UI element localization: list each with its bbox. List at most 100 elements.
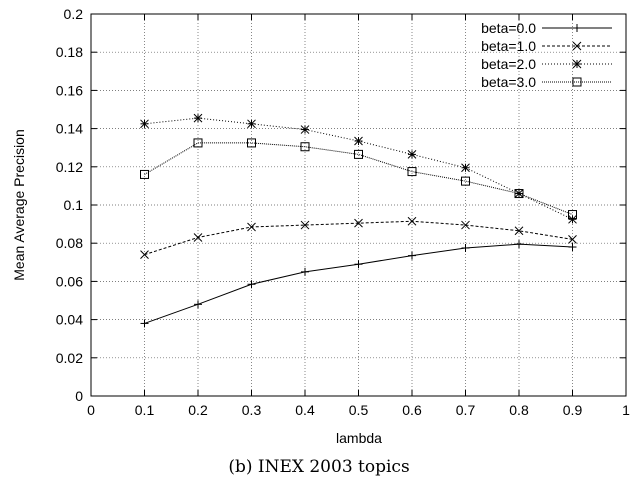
marker-stroke [300, 220, 310, 230]
figure-caption: (b) INEX 2003 topics [228, 457, 409, 477]
data-point [408, 251, 416, 260]
legend-marker [573, 24, 581, 32]
data-point [407, 150, 417, 159]
marker-stroke [300, 125, 310, 134]
marker-stroke [568, 210, 577, 220]
legend-label: beta=2.0 [481, 56, 536, 72]
axes: 0 0.1 0.2 0.3 0.4 0.5 0.6 0.7 0.8 0.9 1 0 0.02 0.04 0.… [56, 6, 630, 418]
y-tick-label: 0.16 [56, 82, 83, 98]
y-tick-label: 0.14 [56, 121, 83, 137]
marker-stroke [407, 216, 417, 226]
x-tick-label: 0.8 [509, 402, 529, 418]
legend: beta=0.0 beta=1.0 beta=2.0 beta=3.0 [481, 20, 612, 90]
data-point [247, 222, 256, 232]
data-point [193, 233, 203, 242]
data-point [461, 243, 470, 252]
marker-stroke [193, 233, 203, 242]
legend-marker [572, 59, 582, 69]
series-beta=0.0 [140, 240, 577, 328]
data-point [300, 125, 310, 134]
data-point [515, 240, 523, 249]
series-layer [140, 113, 577, 328]
data-point [354, 136, 363, 146]
x-tick-label: 0 [87, 402, 95, 418]
data-point [568, 235, 577, 244]
series-line [144, 142, 573, 216]
data-point [140, 119, 149, 129]
data-point [247, 138, 256, 148]
data-point [354, 260, 363, 269]
marker-stroke [354, 149, 363, 159]
legend-marker [572, 77, 582, 87]
y-tick-label: 0.02 [56, 350, 83, 366]
data-point [407, 216, 417, 226]
y-tick-label: 0.06 [56, 273, 83, 289]
data-point [568, 214, 577, 224]
series-beta=3.0 [140, 138, 577, 220]
x-axis-title: lambda [336, 430, 382, 446]
x-tick-label: 0.3 [242, 402, 262, 418]
marker-stroke [247, 119, 256, 129]
y-tick-label: 0.04 [56, 312, 83, 328]
data-point [461, 163, 470, 173]
y-tick-label: 0.08 [56, 235, 83, 251]
marker-stroke [354, 218, 363, 228]
x-tick-label: 0.6 [402, 402, 422, 418]
series-line [144, 117, 573, 220]
data-point [407, 167, 417, 177]
marker-stroke [354, 136, 363, 146]
x-tick-label: 1 [622, 402, 630, 418]
data-point [140, 319, 149, 328]
data-point [301, 267, 309, 276]
marker-stroke [300, 142, 310, 152]
marker-stroke [568, 214, 577, 224]
marker-stroke [461, 176, 470, 186]
marker-stroke [572, 77, 582, 87]
legend-marker [572, 41, 582, 51]
marker-stroke [407, 150, 417, 159]
data-point [193, 113, 203, 123]
y-tick-label: 0.18 [56, 44, 83, 60]
marker-stroke [568, 235, 577, 244]
data-point [247, 280, 256, 289]
marker-stroke [247, 222, 256, 232]
data-point [354, 149, 363, 159]
x-tick-label: 0.1 [135, 402, 155, 418]
legend-label: beta=1.0 [481, 38, 536, 54]
y-axis-title: Mean Average Precision [11, 129, 27, 281]
legend-label: beta=3.0 [481, 74, 536, 90]
y-tick-label: 0.1 [64, 197, 84, 213]
data-point [193, 138, 203, 148]
marker-stroke [514, 226, 524, 236]
y-tick-label: 0.12 [56, 159, 83, 175]
marker-stroke [461, 220, 470, 230]
plot-frame [90, 13, 627, 397]
data-point [568, 210, 577, 220]
marker-stroke [407, 167, 417, 177]
marker-stroke [140, 119, 149, 129]
data-point [568, 243, 577, 252]
data-point [247, 119, 256, 129]
x-tick-label: 0.4 [295, 402, 315, 418]
data-point [194, 300, 202, 309]
marker-stroke [247, 138, 256, 148]
data-point [461, 220, 470, 230]
marker-stroke [193, 113, 203, 123]
x-tick-label: 0.2 [188, 402, 208, 418]
data-point [140, 250, 149, 260]
data-point [461, 176, 470, 186]
series-line [144, 220, 573, 256]
data-point [354, 218, 363, 228]
data-point [300, 220, 310, 230]
marker-stroke [572, 41, 582, 51]
data-point [514, 226, 524, 236]
x-tick-label: 0.5 [349, 402, 369, 418]
marker-stroke [140, 169, 149, 179]
marker-stroke [514, 189, 524, 199]
y-tick-label: 0.2 [64, 6, 84, 22]
marker-stroke [572, 59, 582, 69]
marker-stroke [140, 250, 149, 260]
data-point [514, 189, 524, 199]
y-tick-label: 0 [75, 388, 83, 404]
